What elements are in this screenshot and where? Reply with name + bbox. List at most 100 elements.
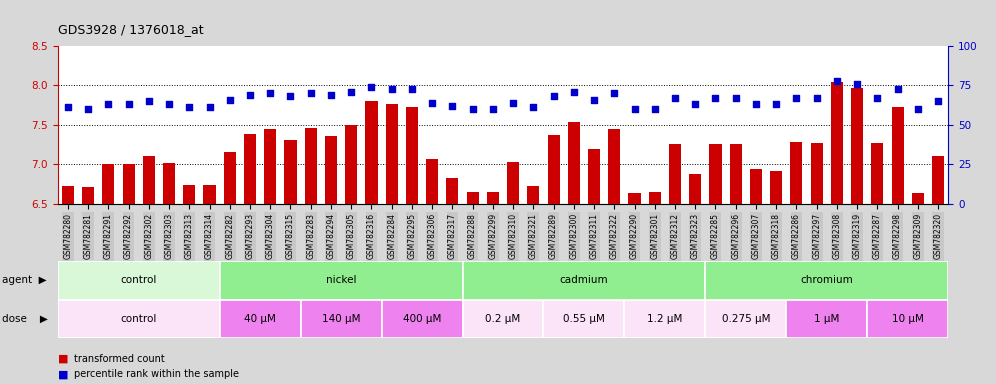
Point bbox=[201, 104, 217, 111]
Text: control: control bbox=[121, 275, 157, 285]
Point bbox=[444, 103, 460, 109]
Point bbox=[646, 106, 662, 112]
Point bbox=[870, 95, 885, 101]
Bar bbox=[811, 143, 823, 204]
Text: nickel: nickel bbox=[326, 275, 357, 285]
Point bbox=[60, 104, 76, 111]
Point bbox=[323, 92, 339, 98]
Bar bbox=[487, 192, 499, 204]
Text: transformed count: transformed count bbox=[74, 354, 164, 364]
Point bbox=[525, 104, 541, 111]
Text: 1 μM: 1 μM bbox=[814, 314, 840, 324]
Text: 1.2 μM: 1.2 μM bbox=[647, 314, 682, 324]
Bar bbox=[366, 101, 377, 204]
Point bbox=[383, 86, 399, 92]
Bar bbox=[244, 134, 256, 204]
Point bbox=[222, 96, 238, 103]
Bar bbox=[405, 107, 418, 204]
Point bbox=[262, 90, 278, 96]
Bar bbox=[932, 156, 944, 204]
Point bbox=[789, 95, 805, 101]
Point bbox=[586, 96, 602, 103]
Point bbox=[768, 101, 784, 108]
Point bbox=[485, 106, 501, 112]
Point bbox=[829, 78, 845, 84]
Text: control: control bbox=[121, 314, 157, 324]
Point bbox=[121, 101, 136, 108]
Text: ■: ■ bbox=[58, 354, 69, 364]
Point bbox=[566, 89, 582, 95]
Point bbox=[181, 104, 197, 111]
Bar bbox=[346, 125, 358, 204]
Point bbox=[424, 100, 440, 106]
Point bbox=[283, 93, 299, 99]
Point bbox=[809, 95, 825, 101]
Bar bbox=[786, 300, 868, 338]
Bar bbox=[851, 88, 864, 204]
Text: percentile rank within the sample: percentile rank within the sample bbox=[74, 369, 239, 379]
Point bbox=[242, 92, 258, 98]
Bar bbox=[730, 144, 742, 204]
Bar bbox=[426, 159, 438, 204]
Point bbox=[505, 100, 521, 106]
Text: dose    ▶: dose ▶ bbox=[2, 314, 48, 324]
Bar bbox=[911, 193, 924, 204]
Point bbox=[465, 106, 481, 112]
Bar bbox=[709, 144, 721, 204]
Bar bbox=[624, 300, 705, 338]
Bar bbox=[62, 186, 74, 204]
Bar bbox=[103, 164, 115, 204]
Text: cadmium: cadmium bbox=[560, 275, 609, 285]
Bar bbox=[325, 136, 337, 204]
Bar bbox=[648, 192, 660, 204]
Bar bbox=[872, 143, 883, 204]
Point bbox=[546, 93, 562, 99]
Bar bbox=[123, 164, 134, 204]
Point bbox=[687, 101, 703, 108]
Point bbox=[748, 101, 764, 108]
Bar bbox=[466, 192, 479, 204]
Point bbox=[344, 89, 360, 95]
Bar bbox=[82, 187, 95, 204]
Bar bbox=[163, 163, 175, 204]
Bar bbox=[462, 261, 705, 300]
Point bbox=[140, 98, 156, 104]
Point bbox=[850, 81, 866, 87]
Bar bbox=[220, 261, 462, 300]
Point bbox=[607, 90, 622, 96]
Bar bbox=[548, 135, 560, 204]
Point bbox=[910, 106, 926, 112]
Bar bbox=[669, 144, 681, 204]
Bar bbox=[588, 149, 601, 204]
Text: 0.55 μM: 0.55 μM bbox=[563, 314, 605, 324]
Text: 140 μM: 140 μM bbox=[322, 314, 361, 324]
Bar bbox=[609, 129, 621, 204]
Point bbox=[667, 95, 683, 101]
Bar bbox=[142, 156, 155, 204]
Bar bbox=[385, 104, 397, 204]
Point bbox=[728, 95, 744, 101]
Text: 0.2 μM: 0.2 μM bbox=[485, 314, 521, 324]
Bar bbox=[628, 193, 640, 204]
Bar bbox=[285, 140, 297, 204]
Point bbox=[404, 86, 420, 92]
Text: chromium: chromium bbox=[801, 275, 854, 285]
Bar bbox=[264, 129, 276, 204]
Bar bbox=[568, 122, 580, 204]
Bar bbox=[462, 300, 544, 338]
Bar bbox=[58, 261, 220, 300]
Bar bbox=[705, 300, 786, 338]
Bar bbox=[689, 174, 701, 204]
Text: agent  ▶: agent ▶ bbox=[2, 275, 47, 285]
Text: 0.275 μM: 0.275 μM bbox=[721, 314, 770, 324]
Bar bbox=[183, 185, 195, 204]
Point bbox=[930, 98, 946, 104]
Bar bbox=[891, 108, 903, 204]
Text: 10 μM: 10 μM bbox=[891, 314, 923, 324]
Point bbox=[707, 95, 723, 101]
Point bbox=[889, 86, 905, 92]
Point bbox=[161, 101, 177, 108]
Point bbox=[80, 106, 96, 112]
Bar bbox=[750, 169, 762, 204]
Bar bbox=[224, 152, 236, 204]
